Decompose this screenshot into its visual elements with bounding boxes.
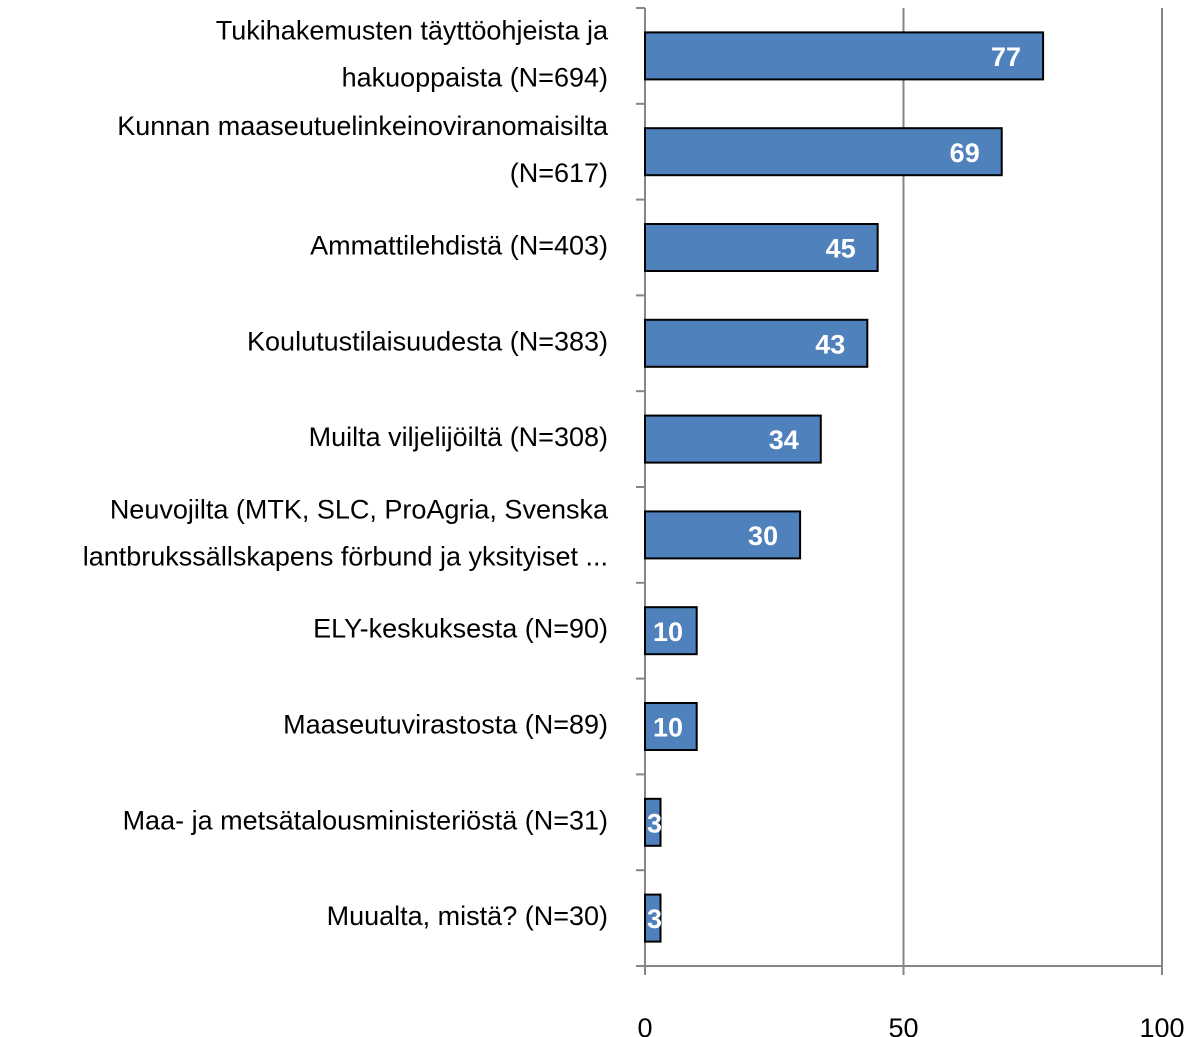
value-label: 77	[991, 42, 1021, 72]
value-label: 34	[769, 425, 799, 455]
y-tick-label-line: Muilta viljelijöiltä (N=308)	[309, 422, 608, 452]
bar	[644, 606, 698, 656]
y-tick-label-line: Muualta, mistä? (N=30)	[327, 901, 608, 931]
bar	[644, 318, 869, 368]
y-tick-label-line: Kunnan maaseutuelinkeinoviranomaisilta	[117, 111, 609, 141]
y-tick-label: Neuvojilta (MTK, SLC, ProAgria, Svenska l…	[83, 495, 609, 572]
y-tick-label-line: (N=617)	[510, 158, 608, 188]
y-tick-label-line: lantbrukssällskapens förbund ja yksityis…	[83, 542, 608, 572]
y-tick-label-line: Maaseutuvirastosta (N=89)	[283, 710, 608, 740]
bar	[644, 127, 1003, 177]
y-tick-label-line: Tukihakemusten täyttöohjeista ja	[216, 16, 609, 46]
value-label: 10	[653, 617, 683, 647]
value-label: 30	[748, 521, 778, 551]
value-label: 3	[647, 904, 662, 934]
y-tick-label: Kunnan maaseutuelinkeinoviranomaisilta (N…	[117, 111, 609, 188]
y-tick-label: Maa- ja metsätalousministeriöstä (N=31)	[123, 805, 608, 835]
bar	[644, 797, 662, 847]
value-label: 69	[950, 138, 980, 168]
bar	[644, 893, 662, 943]
x-tick-label: 50	[888, 1013, 918, 1037]
y-tick-label-line: Neuvojilta (MTK, SLC, ProAgria, Svenska	[110, 495, 609, 525]
bar	[644, 510, 802, 560]
y-tick-label: Muualta, mistä? (N=30)	[327, 901, 608, 931]
y-tick-label-line: hakuoppaista (N=694)	[342, 63, 608, 93]
x-tick-label: 100	[1139, 1013, 1184, 1037]
value-label: 3	[647, 808, 662, 838]
bar	[644, 702, 698, 751]
value-label: 43	[815, 329, 845, 359]
bar	[644, 223, 879, 272]
y-tick-label: Muilta viljelijöiltä (N=308)	[309, 422, 608, 452]
bar	[644, 414, 822, 464]
bar	[644, 31, 1045, 81]
y-tick-label-line: Ammattilehdistä (N=403)	[310, 231, 608, 261]
y-tick-label: ELY-keskuksesta (N=90)	[313, 614, 608, 644]
y-tick-label-line: ELY-keskuksesta (N=90)	[313, 614, 608, 644]
y-tick-label-line: Koulutustilaisuudesta (N=383)	[247, 326, 608, 356]
y-tick-label: Tukihakemusten täyttöohjeista ja hakuoppa…	[216, 16, 609, 93]
x-tick-label: 0	[637, 1013, 652, 1037]
y-tick-label-line: Maa- ja metsätalousministeriöstä (N=31)	[123, 805, 608, 835]
value-label: 45	[826, 234, 856, 264]
y-tick-label: Maaseutuvirastosta (N=89)	[283, 710, 608, 740]
y-tick-label: Ammattilehdistä (N=403)	[310, 231, 608, 261]
y-tick-label: Koulutustilaisuudesta (N=383)	[247, 326, 608, 356]
value-label: 10	[653, 713, 683, 743]
